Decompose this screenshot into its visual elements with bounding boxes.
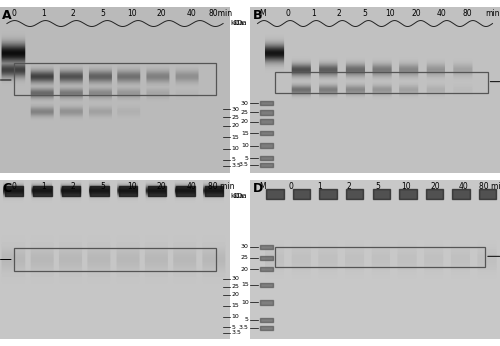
Bar (14, 63, 216, 95)
Text: 10: 10 (231, 314, 239, 319)
Text: 80 min: 80 min (479, 182, 500, 191)
Text: 15: 15 (241, 282, 249, 288)
Text: C: C (2, 182, 12, 194)
Text: M: M (259, 9, 266, 18)
Text: 5: 5 (231, 157, 235, 162)
Text: 0: 0 (12, 182, 16, 191)
Text: 40: 40 (459, 182, 468, 191)
Text: 20: 20 (241, 266, 249, 272)
Text: min: min (485, 9, 500, 18)
Text: 30: 30 (241, 244, 249, 249)
Text: 15: 15 (241, 131, 249, 136)
Text: 2: 2 (346, 182, 351, 191)
Text: D: D (252, 182, 263, 194)
Text: kDa: kDa (234, 193, 247, 199)
Text: kDa: kDa (230, 20, 243, 26)
Text: 5: 5 (362, 9, 367, 18)
Text: 5: 5 (231, 325, 235, 330)
Text: 0: 0 (286, 9, 290, 18)
Text: 40: 40 (436, 9, 446, 18)
Text: 80: 80 (462, 9, 472, 18)
Text: 10: 10 (241, 300, 249, 305)
Text: 2: 2 (70, 182, 76, 191)
Text: 20: 20 (157, 9, 166, 18)
Text: 2: 2 (337, 9, 342, 18)
Text: 20: 20 (157, 182, 166, 191)
Text: 5: 5 (245, 156, 249, 161)
Text: 1: 1 (311, 9, 316, 18)
Text: 5: 5 (375, 182, 380, 191)
Text: 2: 2 (70, 9, 76, 18)
Text: 0: 0 (289, 182, 294, 191)
Text: 10: 10 (241, 143, 249, 148)
Text: 40: 40 (186, 182, 196, 191)
Text: 80 min: 80 min (208, 182, 234, 191)
Text: 3.5: 3.5 (231, 163, 241, 168)
Text: 10: 10 (128, 182, 137, 191)
Text: 40: 40 (186, 9, 196, 18)
Text: A: A (2, 9, 12, 21)
Text: 20: 20 (241, 119, 249, 124)
Text: 30: 30 (231, 276, 239, 281)
Text: 5: 5 (245, 318, 249, 322)
Bar (275, 247, 485, 267)
Text: 30: 30 (241, 101, 249, 106)
Text: 1: 1 (41, 182, 46, 191)
Text: M: M (259, 182, 266, 191)
Text: 1: 1 (318, 182, 322, 191)
Text: 25: 25 (231, 115, 239, 120)
Text: kDa: kDa (230, 193, 243, 199)
Text: 80min: 80min (208, 9, 233, 18)
Text: 15: 15 (231, 135, 239, 140)
Text: 15: 15 (231, 303, 239, 308)
Text: 5: 5 (100, 9, 105, 18)
Text: 20: 20 (430, 182, 440, 191)
Text: 3.5: 3.5 (239, 162, 249, 167)
Text: 10: 10 (128, 9, 137, 18)
Text: kDa: kDa (234, 20, 247, 26)
Text: 20: 20 (231, 123, 239, 128)
Text: 20: 20 (231, 292, 239, 297)
Bar (14, 248, 216, 271)
Text: 30: 30 (231, 107, 239, 111)
Text: 10: 10 (231, 146, 239, 152)
Text: 25: 25 (241, 110, 249, 115)
Text: 10: 10 (402, 182, 411, 191)
Text: 5: 5 (100, 182, 105, 191)
Text: 1: 1 (41, 9, 46, 18)
Text: 3.5: 3.5 (231, 330, 241, 335)
Text: 25: 25 (231, 284, 239, 289)
Text: 20: 20 (411, 9, 420, 18)
Text: 25: 25 (241, 255, 249, 261)
Text: 10: 10 (386, 9, 395, 18)
Text: B: B (252, 9, 262, 21)
Text: 0: 0 (12, 9, 16, 18)
Bar (275, 72, 488, 93)
Text: 3.5: 3.5 (239, 326, 249, 330)
